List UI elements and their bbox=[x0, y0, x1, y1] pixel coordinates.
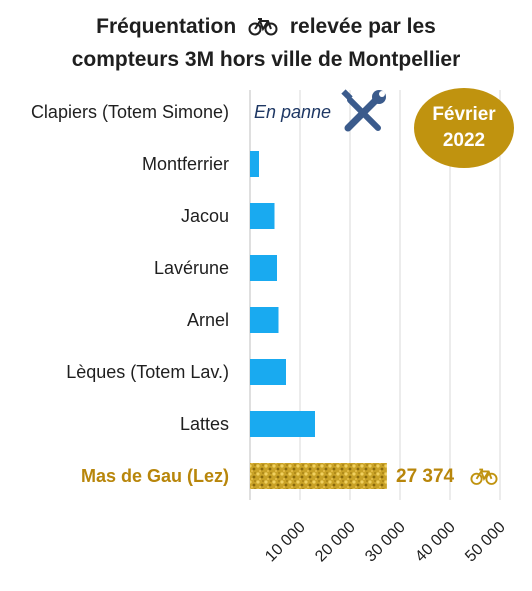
x-tick-label: 40 000 bbox=[412, 519, 459, 566]
category-label: Lèques (Totem Lav.) bbox=[66, 362, 229, 382]
bar bbox=[250, 203, 275, 229]
category-label: Mas de Gau (Lez) bbox=[81, 466, 229, 486]
bars bbox=[250, 151, 387, 489]
badge-month: Février bbox=[432, 104, 496, 125]
bicycle-icon bbox=[248, 15, 278, 45]
bar bbox=[250, 307, 279, 333]
bar bbox=[250, 151, 259, 177]
title-line-1: Fréquentation relevée par les bbox=[0, 12, 532, 45]
category-label: Montferrier bbox=[142, 154, 229, 174]
category-label: Arnel bbox=[187, 310, 229, 330]
bar bbox=[250, 255, 277, 281]
bicycle-icon-gold bbox=[470, 468, 498, 491]
category-label: Clapiers (Totem Simone) bbox=[31, 102, 229, 122]
bar bbox=[250, 359, 286, 385]
category-label: Lavérune bbox=[154, 258, 229, 278]
bar bbox=[250, 463, 387, 489]
bar bbox=[250, 411, 315, 437]
chart-title: Fréquentation relevée par les compteurs … bbox=[0, 12, 532, 75]
title-text-end: relevée par les bbox=[289, 15, 436, 38]
category-label: Jacou bbox=[181, 206, 229, 226]
x-tick-label: 30 000 bbox=[362, 519, 409, 566]
out-of-order-label: En panne bbox=[254, 102, 332, 122]
title-text-start: Fréquentation bbox=[96, 15, 237, 38]
x-tick-labels: 10 000 20 000 30 000 40 000 50 000 bbox=[262, 519, 509, 566]
x-tick-label: 50 000 bbox=[462, 519, 509, 566]
title-line-2: compteurs 3M hors ville de Montpellier bbox=[71, 48, 461, 71]
x-tick-label: 20 000 bbox=[312, 519, 359, 566]
category-labels: Clapiers (Totem Simone) Montferrier Jacou L… bbox=[31, 102, 229, 486]
x-tick-label: 10 000 bbox=[262, 519, 309, 566]
month-badge: Février 2022 bbox=[414, 88, 514, 168]
tools-icon bbox=[338, 88, 388, 143]
highlight-value-label: 27 374 bbox=[396, 466, 455, 487]
badge-year: 2022 bbox=[442, 130, 486, 151]
category-label: Lattes bbox=[180, 414, 229, 434]
